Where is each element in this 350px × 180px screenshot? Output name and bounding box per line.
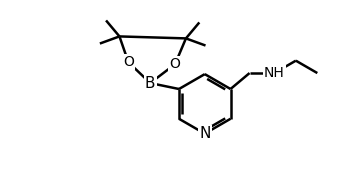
Text: B: B [145,76,155,91]
Text: O: O [170,57,181,71]
Text: NH: NH [264,66,285,80]
Text: N: N [199,126,210,141]
Text: O: O [123,55,134,69]
